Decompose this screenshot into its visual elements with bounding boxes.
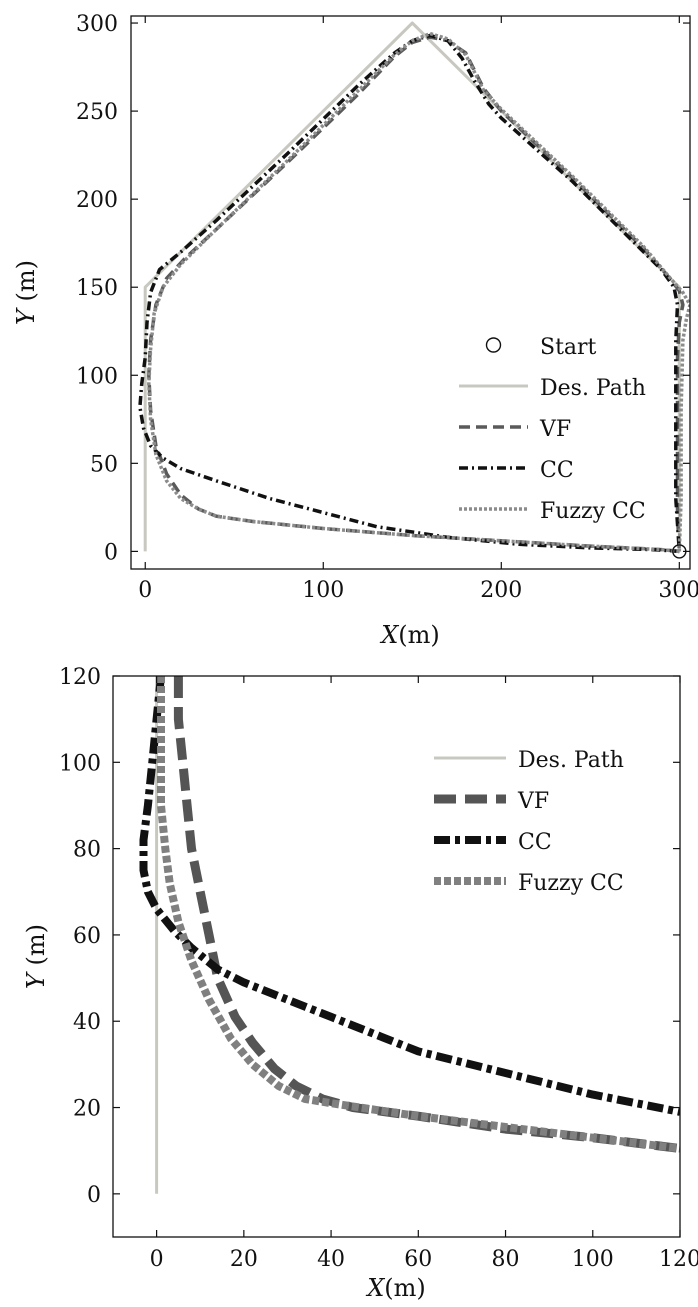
x-axis-label: X(m) [365, 1274, 426, 1302]
x-axis-unit: (m) [384, 1274, 425, 1302]
series-line-fuzzy-cc [147, 31, 690, 554]
y-tick-label: 0 [87, 1183, 101, 1208]
legend-label: CC [518, 830, 552, 855]
y-tick-label: 300 [76, 12, 118, 37]
x-tick-label: 0 [138, 578, 152, 603]
y-tick-label: 100 [59, 751, 101, 776]
plot-area [139, 676, 680, 1194]
series-line-cc [138, 33, 682, 554]
y-tick-label: 50 [90, 452, 118, 477]
x-axis-label: X(m) [379, 621, 440, 649]
y-tick-label: 120 [59, 665, 101, 690]
y-tick-label: 200 [76, 188, 118, 213]
y-tick-label: 100 [76, 364, 118, 389]
legend-label: Des. Path [518, 748, 624, 773]
x-tick-label: 40 [317, 1247, 345, 1272]
y-tick-label: 150 [76, 276, 118, 301]
x-tick-label: 60 [404, 1247, 432, 1272]
y-tick-label: 20 [73, 1097, 101, 1122]
legend-label: Fuzzy CC [540, 499, 646, 524]
series-line-des-path [143, 21, 681, 552]
legend-label: VF [517, 789, 549, 814]
y-tick-label: 0 [104, 540, 118, 565]
legend-start-marker [485, 337, 502, 353]
legend-label: VF [539, 417, 571, 442]
x-tick-label: 100 [572, 1247, 614, 1272]
plot-frame [130, 15, 691, 570]
y-axis-unit: (m) [12, 260, 40, 309]
x-tick-label: 0 [150, 1247, 164, 1272]
x-axis-unit: (m) [398, 621, 439, 649]
legend: Des. Path VF CC Fuzzy CC [434, 748, 624, 896]
x-tick-label: 300 [658, 578, 698, 603]
plot-area [138, 21, 690, 554]
y-tick-label: 250 [76, 100, 118, 125]
x-tick-label: 80 [492, 1247, 520, 1272]
legend-label: Des. Path [540, 376, 646, 401]
legend: Start Des. Path VF CC Fuzzy CC [459, 335, 646, 524]
y-tick-label: 80 [73, 838, 101, 863]
legend-label: Start [540, 335, 597, 360]
plot-frame [112, 675, 681, 1238]
legend-label: Fuzzy CC [518, 871, 624, 896]
legend-label: CC [540, 458, 574, 483]
y-tick-label: 60 [73, 924, 101, 949]
x-tick-label: 120 [659, 1247, 698, 1272]
y-axis-unit: (m) [22, 924, 50, 973]
y-axis-var: Y [22, 971, 50, 989]
y-tick-label: 40 [73, 1010, 101, 1035]
x-tick-label: 20 [230, 1247, 258, 1272]
y-axis-label: Y (m) [22, 924, 50, 989]
y-axis-var: Y [12, 307, 40, 325]
x-tick-label: 200 [480, 578, 522, 603]
series-line-fuzzy-cc [157, 676, 680, 1153]
x-tick-label: 100 [302, 578, 344, 603]
x-axis-var: X [379, 621, 399, 649]
series-line-vf [173, 676, 680, 1153]
y-axis-label: Y (m) [12, 260, 40, 325]
x-axis-var: X [365, 1274, 385, 1302]
series-line-vf [147, 35, 685, 554]
